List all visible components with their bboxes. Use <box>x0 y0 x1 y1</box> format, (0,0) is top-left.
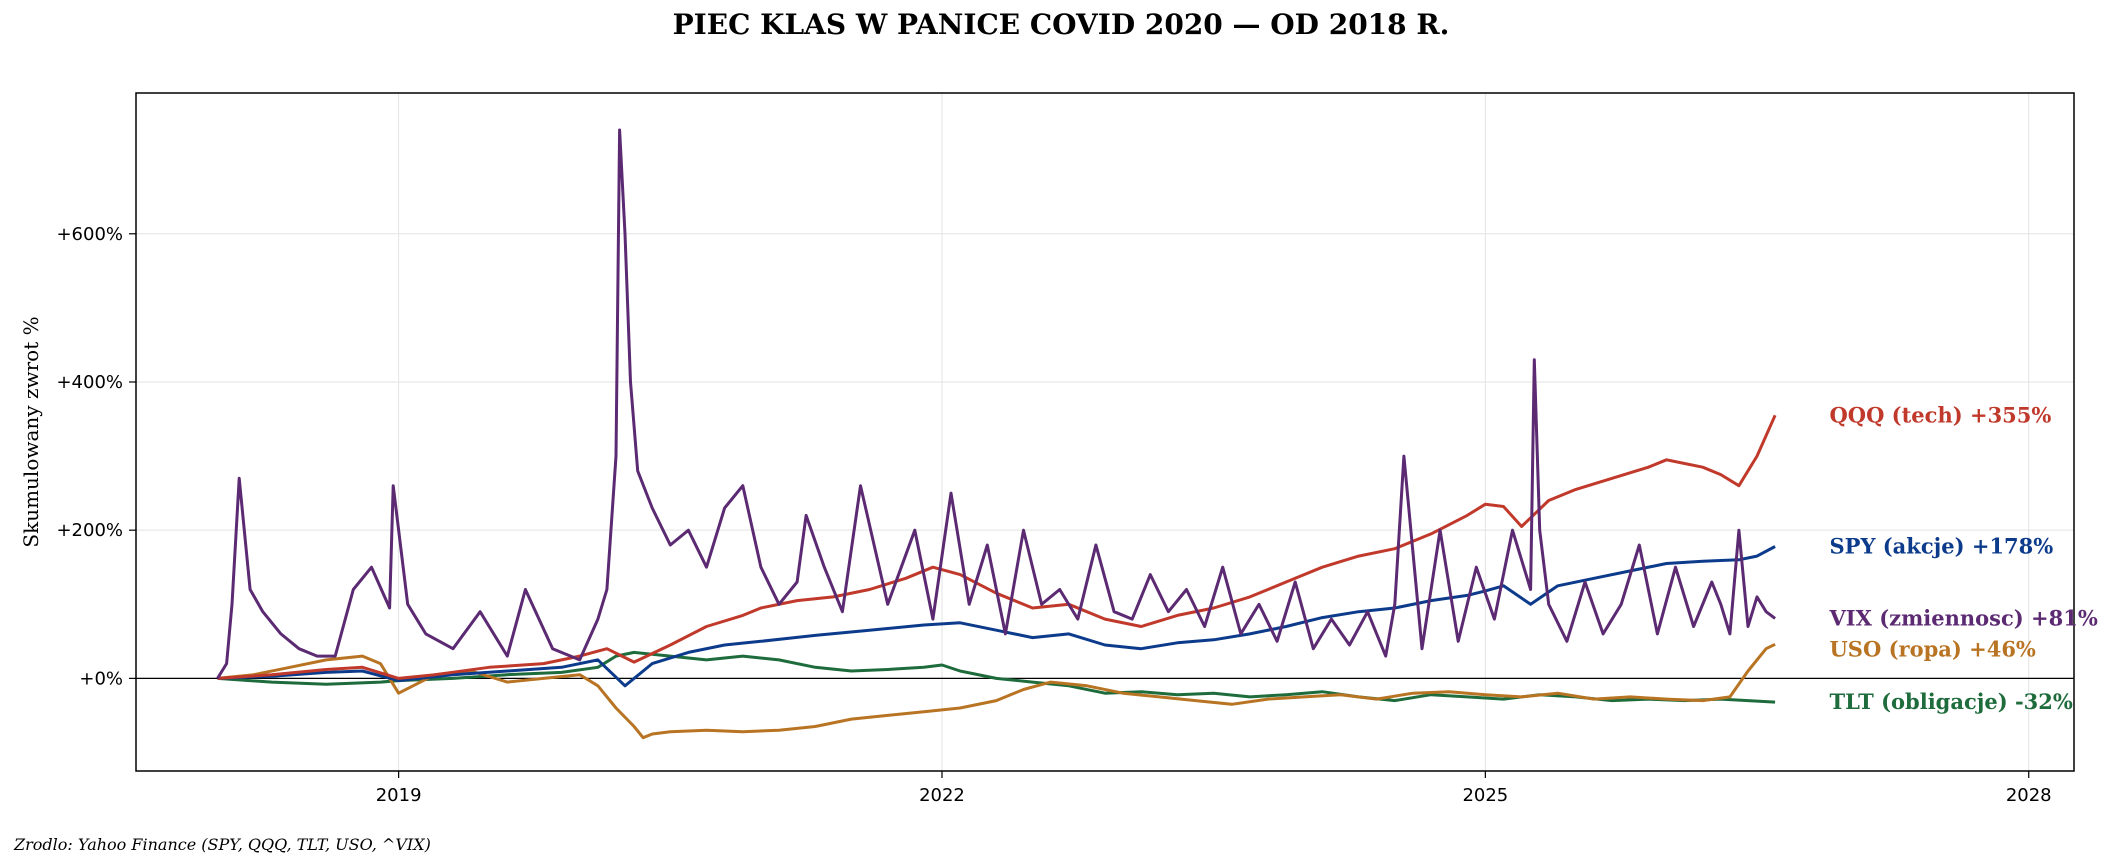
y-tick-label: +400% <box>56 372 123 393</box>
x-axis: 2019 2022 2025 2028 <box>376 771 2052 806</box>
series-line <box>216 128 1776 680</box>
series-line <box>217 545 1776 688</box>
y-axis-label: Skumulowany zwrot % <box>19 316 43 547</box>
y-tick-label: +600% <box>56 224 123 245</box>
plot-lines <box>216 128 1777 740</box>
series-end-label: SPY (akcje) +178% <box>1829 533 2053 558</box>
x-tick-label: 2025 <box>1462 785 1508 806</box>
x-tick-label: 2022 <box>919 785 965 806</box>
chart-title: PIEC KLAS W PANICE COVID 2020 — OD 2018 … <box>673 8 1450 41</box>
x-tick-label: 2028 <box>2006 785 2052 806</box>
y-axis: +0% +200% +400% +600% <box>56 224 136 689</box>
source-note: Zrodlo: Yahoo Finance (SPY, QQQ, TLT, US… <box>13 835 431 854</box>
x-tick-label: 2019 <box>376 785 422 806</box>
series-labels: QQQ (tech) +355% SPY (akcje) +178% VIX (zm… <box>1828 402 2097 714</box>
series-end-label: QQQ (tech) +355% <box>1829 402 2051 427</box>
series-end-label: VIX (zmiennosc) +81% <box>1828 605 2097 630</box>
series-line <box>217 642 1776 740</box>
plot-area-frame <box>135 92 2075 772</box>
y-tick-label: +200% <box>56 520 123 541</box>
series-line <box>217 414 1777 680</box>
y-tick-label: +0% <box>79 668 123 689</box>
series-end-label: TLT (obligacje) -32% <box>1829 689 2072 714</box>
grid <box>136 93 2074 771</box>
series-end-label: USO (ropa) +46% <box>1829 636 2035 661</box>
